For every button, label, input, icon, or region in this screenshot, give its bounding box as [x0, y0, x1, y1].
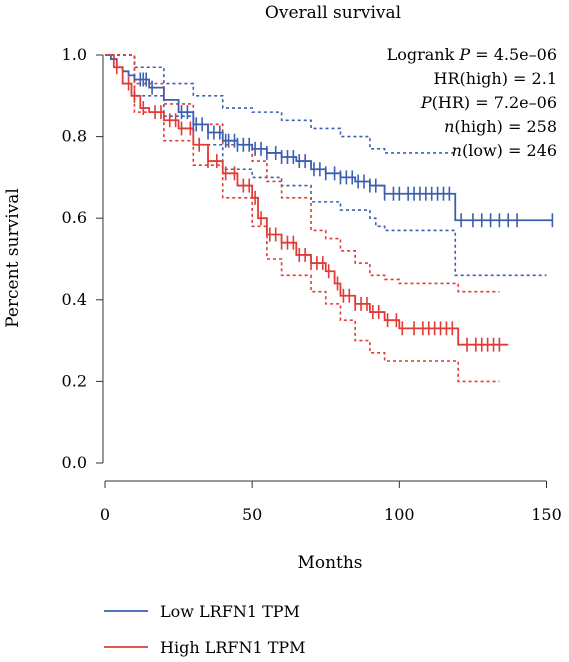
- y-tick-label: 0.8: [62, 127, 87, 146]
- x-tick-label: 150: [531, 505, 562, 524]
- chart-title: Overall survival: [265, 3, 401, 23]
- ci-lower-low: [105, 54, 547, 277]
- survival-curve-low: [105, 54, 553, 222]
- x-tick-label: 100: [384, 505, 415, 524]
- logrank-annotation: Logrank P = 4.5e–06: [387, 45, 557, 64]
- statistics-annotations: Logrank P = 4.5e–06 HR(high) = 2.1 P(HR)…: [387, 45, 557, 160]
- confidence-interval-lines: [105, 54, 547, 383]
- legend-label-low: Low LRFN1 TPM: [160, 602, 300, 621]
- n-low-annotation: n(low) = 246: [452, 141, 557, 160]
- ci-lower-high: [105, 54, 500, 383]
- censor-marks: [115, 60, 554, 352]
- y-tick-label: 1.0: [62, 45, 87, 64]
- legend-label-high: High LRFN1 TPM: [160, 638, 306, 657]
- y-tick-label: 0.6: [62, 208, 87, 227]
- p-hr-annotation: P(HR) = 7.2e–06: [420, 93, 557, 112]
- y-tick-label: 0.0: [62, 453, 87, 472]
- axes: [102, 55, 547, 482]
- y-tick-label: 0.4: [62, 290, 87, 309]
- x-axis-label: Months: [297, 553, 362, 573]
- hr-annotation: HR(high) = 2.1: [434, 69, 557, 88]
- x-tick-label: 50: [242, 505, 262, 524]
- x-tick-label: 0: [100, 505, 110, 524]
- survival-curve-high: [105, 54, 509, 346]
- y-tick-label: 0.2: [62, 371, 87, 390]
- survival-curves: [105, 54, 553, 346]
- legend: Low LRFN1 TPM High LRFN1 TPM: [104, 602, 306, 657]
- ticks: 0.0 0.2 0.4 0.6 0.8 1.0 0 50 100 150: [62, 45, 562, 524]
- n-high-annotation: n(high) = 258: [444, 117, 557, 136]
- y-axis-label: Percent survival: [3, 188, 23, 328]
- ci-upper-high: [105, 54, 500, 293]
- ci-upper-low: [105, 54, 456, 154]
